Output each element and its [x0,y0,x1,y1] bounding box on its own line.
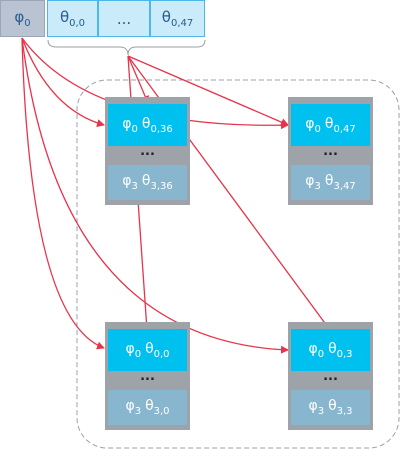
node-bottom: φ3 θ3,36 [108,165,187,200]
symbol: φ3 [305,173,321,192]
brace [47,39,206,56]
symbol-subscript: 3,36 [150,180,173,192]
symbol-base: φ [305,115,315,132]
symbol-base: θ [161,8,171,26]
symbol-subscript: 3 [134,405,142,417]
symbol: φ0 [122,116,138,135]
header-cell: φ0 [0,0,45,37]
symbol: φ3 [308,398,324,417]
symbol: φ0 [308,341,324,360]
symbol-base: φ [122,173,132,190]
node: φ0 θ0,3... φ3 θ3,3 [288,322,373,430]
node-dots: ... [140,144,155,159]
symbol: θ3,36 [142,173,173,192]
node-dots: ... [140,369,155,384]
symbol: θ3,47 [325,173,356,192]
node-top: φ0 θ0,3 [291,329,370,371]
node-bottom: φ3 θ3,3 [291,390,370,425]
symbol-base: φ [308,398,318,415]
symbol: φ0 [305,116,321,135]
node-bottom: φ3 θ3,0 [108,390,187,425]
symbol: θ0,47 [162,8,193,29]
symbol-subscript: 0 [317,348,325,360]
symbol-base: θ [324,173,334,190]
symbol-subscript: 0,36 [150,123,173,135]
symbol-base: θ [324,115,334,132]
symbol-base: φ [305,173,315,190]
symbol-base: θ [328,340,337,357]
symbol: θ0,36 [142,116,173,135]
node-dots: ... [323,369,338,384]
node: φ0 θ0,0... φ3 θ3,0 [105,322,190,430]
symbol: θ0,0 [145,341,169,360]
symbol-base: θ [59,8,70,26]
symbol: φ3 [122,173,138,192]
symbol-base: φ [122,115,132,132]
symbol-subscript: 0 [314,123,321,135]
node-top: φ0 θ0,47 [291,104,370,146]
symbol-base: θ [141,115,151,132]
symbol-base: φ [308,340,318,357]
symbol-base: φ [125,340,135,357]
header-cell: θ0,47 [150,0,205,37]
symbol-subscript: 3,47 [333,180,356,192]
symbol: φ0 [14,8,30,29]
symbol-subscript: 0 [131,123,138,135]
symbol: θ0,0 [60,8,85,29]
symbol-subscript: 3 [131,180,138,192]
symbol: θ0,3 [328,341,352,360]
node-top: φ0 θ0,0 [108,329,187,371]
symbol-subscript: 3,0 [153,405,170,417]
symbol-base: φ [125,398,135,415]
symbol-subscript: 0,47 [170,18,194,29]
symbol: θ3,0 [145,398,169,417]
symbol-subscript: 0 [134,348,142,360]
symbol-subscript: 0 [24,18,31,29]
symbol-subscript: 3,3 [336,405,353,417]
symbol-subscript: 3 [317,405,325,417]
symbol-base: θ [145,398,154,415]
symbol-subscript: 0,3 [336,348,353,360]
symbol: φ0 [125,341,141,360]
symbol: φ3 [125,398,141,417]
node-dots: ... [323,144,338,159]
node: φ0 θ0,47... φ3 θ3,47 [288,97,373,205]
node: φ0 θ0,36... φ3 θ3,36 [105,97,190,205]
symbol-subscript: 0,0 [69,18,86,29]
symbol-subscript: 0,0 [153,348,170,360]
symbol: θ0,47 [325,116,356,135]
symbol-subscript: 0,47 [333,123,356,135]
symbol-base: φ [14,8,25,26]
header-cell: θ0,0 [47,0,98,37]
symbol-base: θ [141,173,151,190]
symbol-subscript: 3 [314,180,321,192]
symbol-base: θ [145,340,154,357]
header-cell: ... [98,0,150,37]
symbol-base: θ [328,398,337,415]
node-top: φ0 θ0,36 [108,104,187,146]
group-border [76,79,400,449]
node-bottom: φ3 θ3,47 [291,165,370,200]
symbol: θ3,3 [328,398,352,417]
